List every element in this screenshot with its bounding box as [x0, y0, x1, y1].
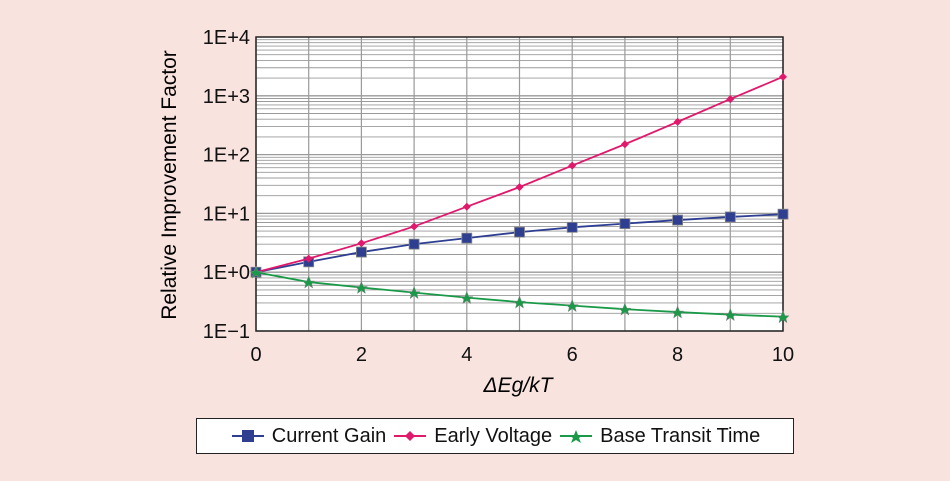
data-point [304, 254, 313, 263]
data-point [565, 298, 579, 313]
y-tick-label: 1E+2 [203, 145, 250, 167]
y-tick-label: 1E+0 [203, 262, 250, 284]
data-point [672, 214, 683, 226]
data-point [515, 183, 524, 192]
x-tick-label: 10 [772, 344, 794, 366]
square-marker-icon [231, 430, 264, 442]
data-point [354, 280, 369, 295]
data-point [726, 95, 735, 104]
data-point [357, 239, 366, 248]
y-tick-label: 1E−1 [203, 321, 250, 343]
data-point [566, 221, 578, 233]
data-point [777, 208, 789, 220]
legend-label: Early Voltage [434, 424, 553, 447]
y-axis-label: Relative Improvement Factor [158, 50, 181, 320]
plot-frame [255, 36, 784, 332]
legend-item-base-transit-time: Base Transit Time [558, 425, 760, 448]
data-point [776, 310, 790, 324]
data-point [355, 246, 367, 258]
x-tick-label: 0 [250, 344, 261, 366]
data-point [408, 238, 420, 250]
data-point [779, 72, 787, 81]
data-point [724, 211, 736, 223]
x-tick-label: 4 [461, 344, 472, 366]
legend-item-current-gain: Current Gain [230, 424, 387, 448]
x-tick-label: 8 [672, 344, 683, 366]
data-point [673, 117, 682, 126]
data-point [620, 140, 629, 149]
data-point [723, 307, 737, 322]
data-point [619, 218, 631, 230]
x-tick-label: 2 [356, 344, 367, 366]
x-tick-label: 6 [567, 344, 578, 366]
legend-item-early-voltage: Early Voltage [392, 425, 552, 448]
data-point [462, 202, 471, 211]
y-tick-label: 1E+1 [203, 203, 250, 225]
data-point [410, 222, 419, 231]
y-tick-label: 1E+4 [203, 27, 250, 49]
data-point [514, 226, 525, 238]
data-point [670, 305, 685, 319]
star-marker-icon [560, 430, 593, 443]
data-point [568, 161, 577, 170]
y-tick-label: 1E+3 [203, 86, 250, 108]
data-point [618, 302, 632, 316]
data-point [302, 275, 316, 289]
data-point [460, 290, 474, 305]
x-axis-label: ΔEg/kT [483, 374, 553, 397]
legend-label: Base Transit Time [600, 424, 761, 447]
legend: Current Gain Early Voltage Base Transit … [196, 418, 794, 454]
diamond-marker-icon [394, 431, 427, 441]
data-point [461, 232, 473, 244]
data-point [512, 295, 527, 309]
data-point [249, 265, 263, 279]
data-point [407, 285, 421, 300]
legend-label: Current Gain [271, 424, 387, 447]
